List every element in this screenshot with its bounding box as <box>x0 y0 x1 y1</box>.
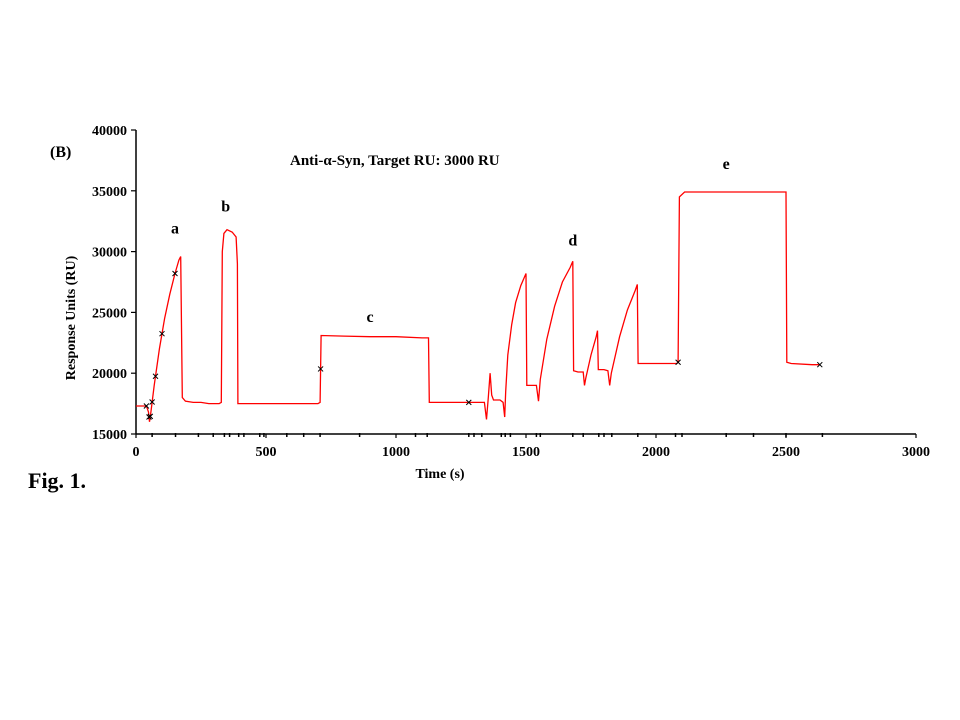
panel-label: (B) <box>50 144 71 161</box>
x-tick-label: 2000 <box>642 445 670 460</box>
series-line <box>136 191 820 422</box>
x-tick-label: 2500 <box>772 445 800 460</box>
y-tick-label: 15000 <box>92 428 127 443</box>
x-tick-label: 1500 <box>512 445 540 460</box>
data-marker <box>159 330 165 337</box>
markers <box>143 270 823 420</box>
data-marker <box>149 399 155 405</box>
data-marker <box>147 413 154 420</box>
chart-title: Anti-α-Syn, Target RU: 3000 RU <box>290 153 500 169</box>
x-ticks: 0 500 1000 1500 2000 2500 3000 <box>133 434 930 460</box>
x-tick-label: 0 <box>133 445 140 460</box>
annotation-label: d <box>568 233 577 250</box>
data-marker <box>172 270 178 277</box>
x-tick-label: 3000 <box>902 445 930 460</box>
data-marker <box>816 361 823 368</box>
annotation-label: b <box>221 198 230 215</box>
data-marker <box>317 366 324 372</box>
y-tick-label: 30000 <box>92 246 127 261</box>
y-ticks: 15000 20000 25000 30000 35000 40000 <box>92 124 136 443</box>
annotation-label: e <box>723 156 730 173</box>
y-tick-label: 25000 <box>92 306 127 321</box>
figure-caption: Fig. 1. <box>28 468 87 493</box>
data-marker <box>465 399 472 406</box>
plot-area: 15000 20000 25000 30000 35000 40000 0 500 1000 1… <box>92 124 930 460</box>
annotations: a b c d e <box>171 156 730 326</box>
x-axis-title: Time (s) <box>415 467 464 482</box>
data-marker <box>675 359 681 366</box>
minor-ticks <box>151 433 824 437</box>
x-tick-label: 1000 <box>382 445 410 460</box>
y-axis-title: Response Units (RU) <box>64 255 79 380</box>
annotation-label: c <box>366 309 373 326</box>
y-tick-label: 40000 <box>92 124 127 139</box>
x-tick-label: 500 <box>256 445 277 460</box>
annotation-label: a <box>171 220 179 237</box>
y-tick-label: 20000 <box>92 367 127 382</box>
y-tick-label: 35000 <box>92 185 127 200</box>
data-marker <box>152 373 159 380</box>
series-group <box>136 191 820 422</box>
data-marker <box>143 403 150 409</box>
